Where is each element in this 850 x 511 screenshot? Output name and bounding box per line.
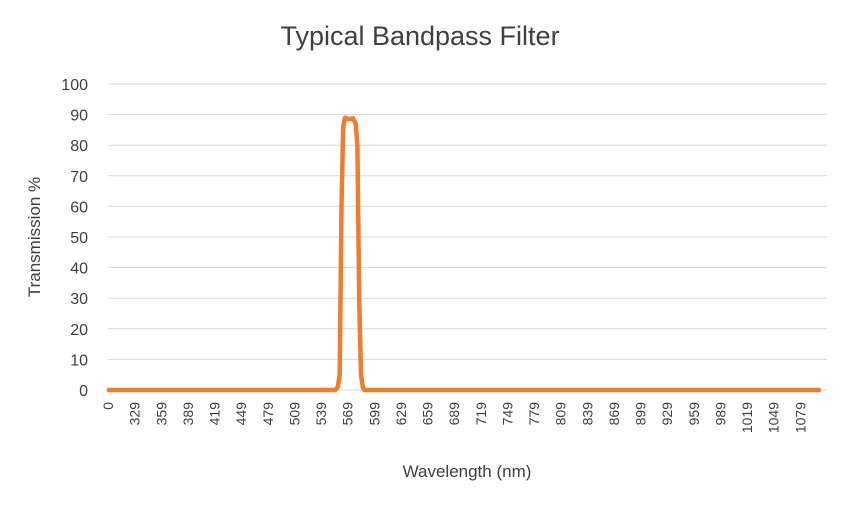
- y-tick-label: 100: [61, 77, 88, 94]
- x-tick-label: 929: [659, 402, 675, 426]
- x-tick-label: 749: [499, 402, 515, 426]
- x-axis-ticks: 0 329 359 389 419 449 479 509 539 569 599 629 659 689…: [100, 402, 808, 433]
- x-tick-label: 0: [100, 402, 116, 410]
- x-tick-label: 1019: [739, 402, 755, 433]
- y-tick-label: 70: [70, 169, 88, 186]
- series-group: [106, 115, 822, 393]
- series-line-0: [106, 115, 822, 393]
- x-tick-label: 539: [313, 402, 329, 426]
- y-tick-label: 30: [70, 291, 88, 308]
- x-tick-label: 959: [686, 402, 702, 426]
- x-tick-label: 389: [180, 402, 196, 426]
- x-tick-label: 659: [420, 402, 436, 426]
- chart-title: Typical Bandpass Filter: [280, 21, 559, 51]
- y-tick-label: 90: [70, 108, 88, 125]
- x-tick-label: 899: [633, 402, 649, 426]
- x-tick-label: 989: [712, 402, 728, 426]
- x-tick-label: 359: [153, 402, 169, 426]
- y-tick-label: 40: [70, 261, 88, 278]
- x-tick-label: 569: [340, 402, 356, 426]
- x-tick-label: 599: [366, 402, 382, 426]
- x-tick-label: 809: [553, 402, 569, 426]
- x-tick-label: 779: [526, 402, 542, 426]
- x-tick-label: 869: [606, 402, 622, 426]
- x-tick-label: 1079: [792, 402, 808, 433]
- y-tick-label: 80: [70, 138, 88, 155]
- x-tick-label: 1049: [766, 402, 782, 433]
- x-tick-label: 689: [446, 402, 462, 426]
- x-tick-label: 419: [207, 402, 223, 426]
- y-tick-label: 10: [70, 352, 88, 369]
- y-tick-label: 60: [70, 199, 88, 216]
- x-axis-title: Wavelength (nm): [403, 462, 532, 481]
- x-tick-label: 449: [233, 402, 249, 426]
- y-axis-title: Transmission %: [25, 177, 44, 297]
- y-tick-label: 20: [70, 322, 88, 339]
- gridlines: [108, 83, 827, 391]
- x-tick-label: 479: [260, 402, 276, 426]
- y-tick-label: 0: [79, 383, 88, 400]
- x-tick-label: 329: [127, 402, 143, 426]
- y-tick-label: 50: [70, 230, 88, 247]
- x-tick-label: 719: [473, 402, 489, 426]
- x-tick-label: 509: [286, 402, 302, 426]
- x-tick-label: 839: [579, 402, 595, 426]
- x-tick-label: 629: [393, 402, 409, 426]
- y-axis-ticks: 0 10 20 30 40 50 60 70 80 90 100: [61, 77, 88, 400]
